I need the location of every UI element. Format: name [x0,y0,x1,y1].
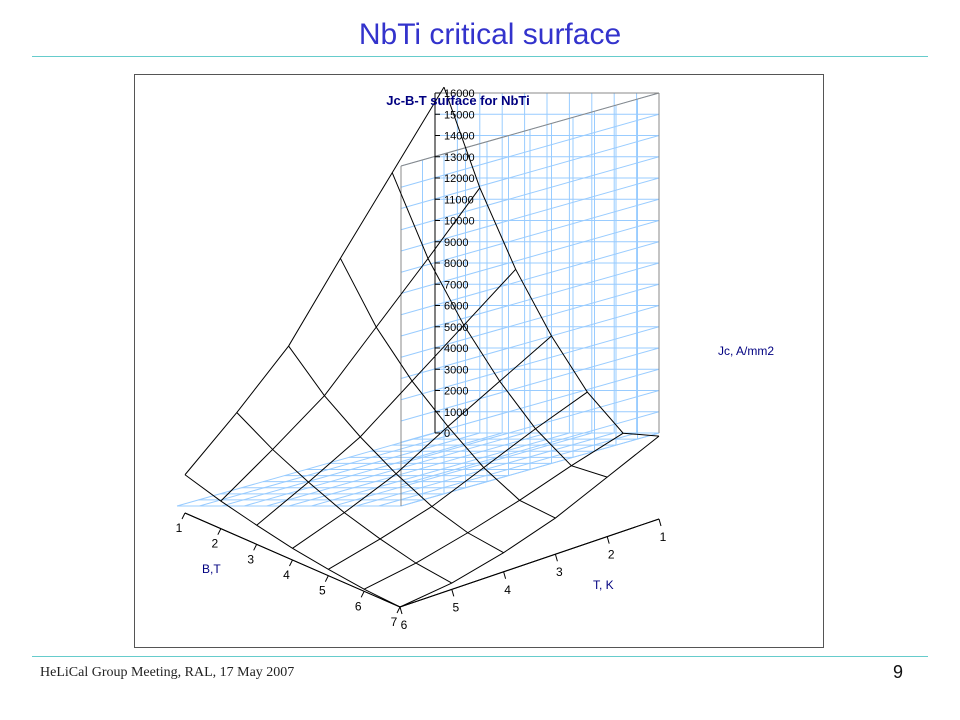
surface-base-edge [184,512,660,608]
chart-area: 0 1000 2000 3000 4000 5000 6000 7000 8000 9000 100… [134,74,824,648]
t-tick [658,518,662,527]
surface-layer [184,86,660,608]
surface-line-const-t [288,345,504,554]
z-tick-label: 0 [444,428,450,440]
page-number: 9 [892,662,903,682]
wall-edge [400,92,660,167]
b-tick [360,591,365,598]
z-axis-label: Jc, A/mm2 [718,344,774,358]
z-tick-label: 15000 [444,109,475,121]
z-tick-label: 9000 [444,237,468,249]
z-tick-label: 4000 [444,343,468,355]
axis-layer: 0 1000 2000 3000 4000 5000 6000 7000 8000 9000 100… [176,88,667,632]
b-tick-label: 4 [283,568,290,582]
t-tick [399,606,403,615]
surface-line-const-b [184,86,445,476]
b-tick [324,575,329,582]
surface-line-const-t [391,172,608,478]
b-tick [217,528,222,535]
t-tick [451,589,455,597]
surface-line-const-t [443,86,660,437]
z-tick-label: 5000 [444,322,468,334]
t-tick-label: 5 [452,600,459,614]
surface-line-const-b [292,335,552,549]
t-tick [554,554,558,562]
surface-line-const-b [328,391,588,570]
b-tick-label: 5 [319,584,326,598]
surface-line-const-b [399,435,660,608]
z-tick-label: 3000 [444,364,468,376]
y-axis-label: B,T [202,562,221,576]
t-tick-label: 4 [504,583,511,597]
b-tick [289,559,293,567]
b-tick-label: 1 [176,521,183,535]
b-tick-label: 2 [211,537,218,551]
footer-divider [32,656,928,657]
b-tick-label: 3 [247,552,254,566]
t-tick [606,536,610,544]
z-tick-label: 1000 [444,407,468,419]
z-tick-label: 14000 [444,131,475,143]
z-tick-label: 12000 [444,173,475,185]
surface-line-const-b [363,432,624,590]
z-tick-label: 16000 [444,88,475,100]
chart-title: Jc-B-T surface for NbTi [386,93,530,108]
z-tick-label: 8000 [444,258,468,270]
t-tick [503,571,507,579]
z-tick-label: 13000 [444,152,475,164]
t-tick-label: 1 [660,530,667,544]
b-tick-label: 7 [391,615,398,629]
surface-line-const-t [184,474,401,608]
surface-chart: 0 1000 2000 3000 4000 5000 6000 7000 8000 9000 100… [176,86,774,632]
footer-text: HeLiCal Group Meeting, RAL, 17 May 2007 [40,665,295,680]
z-tick-label: 10000 [444,216,475,228]
x-axis-label: T, K [593,578,614,592]
b-tick [396,606,401,614]
grid-layer [176,92,660,507]
surface-line-const-b [220,187,481,502]
b-tick [253,544,258,551]
surface-line-const-b [256,268,517,526]
z-tick-label: 11000 [444,194,474,206]
slide-title: NbTi critical surface [358,18,622,51]
surface-line-const-t [236,412,453,584]
b-tick-label: 6 [355,599,362,613]
t-tick-label: 2 [608,548,615,562]
t-tick-label: 3 [556,565,563,579]
surface-line-const-t [339,258,556,519]
z-tick-label: 7000 [444,279,468,291]
b-tick [181,512,186,520]
z-tick-label: 2000 [444,386,468,398]
z-tick-label: 6000 [444,301,468,313]
title-divider [32,56,928,57]
t-tick-label: 6 [401,618,408,632]
